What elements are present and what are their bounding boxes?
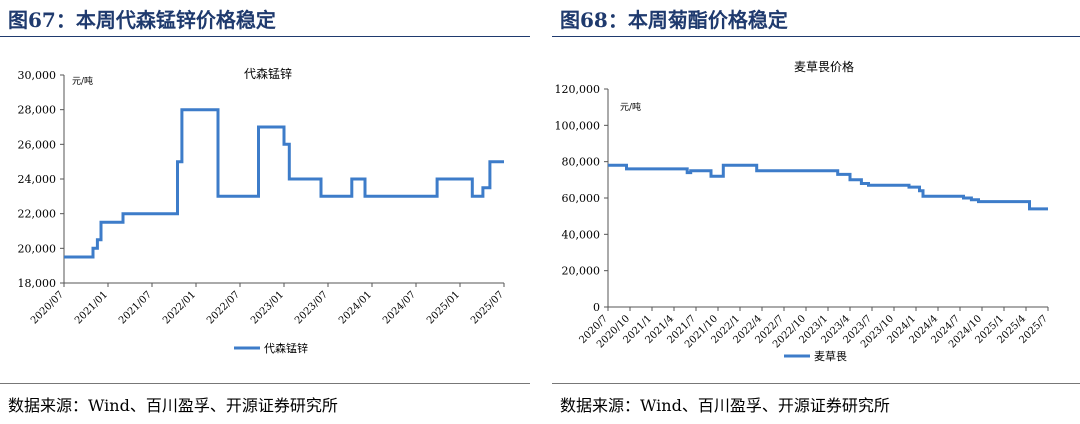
y-tick-label: 80,000 <box>562 156 601 169</box>
title-rule <box>552 36 1080 37</box>
unit-label: 元/吨 <box>72 75 93 87</box>
dicamba-price-chart: 020,00040,00060,00080,000100,000120,0002… <box>555 59 1051 363</box>
figure-title: 图68：本周菊酯价格稳定 <box>560 8 788 32</box>
chart-title: 代森锰锌 <box>244 66 292 81</box>
x-tick-label: 2023/01 <box>249 289 286 326</box>
y-tick-label: 40,000 <box>562 228 601 241</box>
y-tick-label: 26,000 <box>18 138 57 151</box>
figure-title: 图67：本周代森锰锌价格稳定 <box>8 8 276 32</box>
source-rule <box>0 383 530 384</box>
x-tick-label: 2022/01 <box>161 289 198 326</box>
series-line <box>608 163 1048 211</box>
y-tick-label: 20,000 <box>18 242 57 255</box>
legend-label: 麦草畏 <box>814 350 847 363</box>
source-note: 数据来源：Wind、百川盈孚、开源证券研究所 <box>8 396 338 415</box>
x-tick-label: 2025/01 <box>425 289 462 326</box>
x-tick-label: 2021/07 <box>117 289 154 326</box>
figure-67-panel: 图67：本周代森锰锌价格稳定 18,000 20,000 22,000 24,000 2… <box>0 0 530 424</box>
source-note: 数据来源：Wind、百川盈孚、开源证券研究所 <box>560 396 890 415</box>
y-tick-label: 20,000 <box>562 265 601 278</box>
y-tick-label: 100,000 <box>555 119 601 132</box>
y-tick-label: 18,000 <box>18 277 57 290</box>
chart-title: 麦草畏价格 <box>794 59 854 74</box>
y-tick-label: 22,000 <box>18 208 57 221</box>
title-rule <box>0 36 530 37</box>
x-tick-label: 2020/07 <box>29 289 66 326</box>
y-tick-label: 120,000 <box>555 83 601 96</box>
mancozeb-price-chart: 18,000 20,000 22,000 24,000 26,000 28,000 30,0… <box>18 66 507 355</box>
x-tick-label: 2025/07 <box>469 289 506 326</box>
source-rule <box>552 383 1080 384</box>
x-tick-label: 2024/07 <box>381 289 418 326</box>
y-tick-label: 30,000 <box>18 69 57 82</box>
series-line <box>64 108 504 259</box>
y-tick-label: 24,000 <box>18 173 57 186</box>
unit-label: 元/吨 <box>620 101 641 113</box>
y-tick-label: 28,000 <box>18 104 57 117</box>
x-tick-label: 2023/07 <box>293 289 330 326</box>
y-tick-label: 60,000 <box>562 192 601 205</box>
x-tick-label: 2022/07 <box>205 289 242 326</box>
legend-label: 代森锰锌 <box>264 341 308 355</box>
figure-68-panel: 图68：本周菊酯价格稳定 0 20,000 40,000 60,000 80,000 10… <box>552 0 1080 424</box>
x-tick-label: 2021/01 <box>73 289 110 326</box>
x-tick-label: 2024/01 <box>337 289 374 326</box>
y-tick-label: 0 <box>593 301 600 314</box>
